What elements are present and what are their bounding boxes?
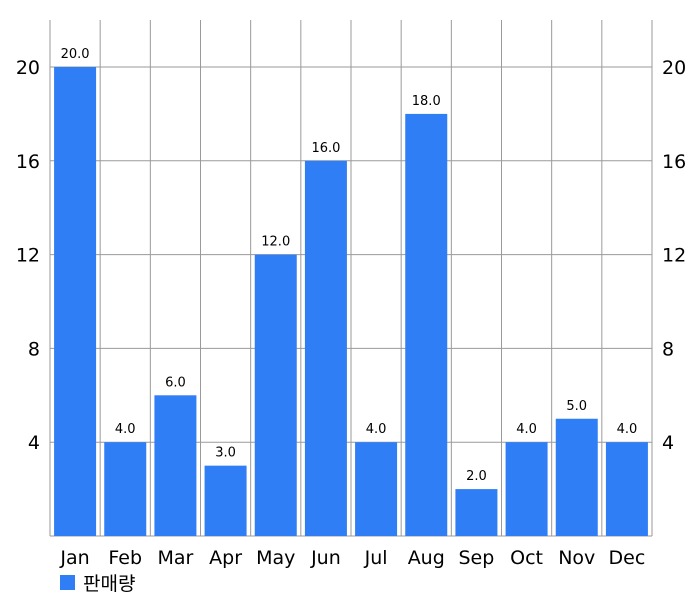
x-tick-label: Aug <box>408 547 445 569</box>
y-tick-label-left: 4 <box>28 432 40 454</box>
y-tick-label-left: 12 <box>16 245 40 267</box>
data-label: 4.0 <box>366 422 387 437</box>
right-y-axis-ticks: 4 8 12 16 20 <box>662 57 686 454</box>
bar-may <box>254 254 297 536</box>
x-tick-label: Jun <box>310 547 341 569</box>
bars <box>54 67 648 537</box>
data-label: 16.0 <box>311 141 340 156</box>
x-tick-label: May <box>256 547 295 569</box>
bar-sep <box>455 489 498 536</box>
bar-jul <box>355 442 398 536</box>
y-tick-label-left: 16 <box>16 151 40 173</box>
y-tick-label-right: 8 <box>662 338 674 360</box>
data-label: 20.0 <box>61 47 90 62</box>
x-tick-label: Jul <box>364 547 388 569</box>
bar-aug <box>405 113 448 537</box>
y-tick-label-left: 20 <box>16 57 40 79</box>
legend-label: 판매량 <box>83 573 136 595</box>
data-label: 4.0 <box>115 422 136 437</box>
y-tick-label-right: 4 <box>662 432 674 454</box>
data-label: 6.0 <box>165 375 186 390</box>
data-label: 2.0 <box>466 469 487 484</box>
x-tick-label: Mar <box>157 547 193 569</box>
y-tick-label-right: 16 <box>662 151 686 173</box>
bar-mar <box>154 395 197 536</box>
x-tick-label: Dec <box>609 547 646 569</box>
data-label: 3.0 <box>215 446 236 461</box>
bar-nov <box>555 418 598 536</box>
bar-apr <box>204 465 247 536</box>
y-tick-label-left: 8 <box>28 338 40 360</box>
x-tick-label: Nov <box>558 547 595 569</box>
x-tick-label: Sep <box>459 547 495 569</box>
x-tick-label: Oct <box>510 547 543 569</box>
y-tick-label-right: 20 <box>662 57 686 79</box>
bar-jun <box>304 160 347 537</box>
data-label: 18.0 <box>412 94 441 109</box>
x-tick-label: Jan <box>59 547 89 569</box>
data-label: 5.0 <box>566 399 587 414</box>
data-label: 4.0 <box>516 422 537 437</box>
x-axis-ticks: Jan Feb Mar Apr May Jun Jul Aug Sep Oct Nov Dec <box>59 547 645 569</box>
bar-oct <box>505 442 548 536</box>
bar-dec <box>605 442 648 536</box>
left-y-axis-ticks: 4 8 12 16 20 <box>16 57 40 454</box>
legend: 판매량 <box>60 569 135 596</box>
data-label: 4.0 <box>617 422 638 437</box>
grid-lines <box>49 20 653 537</box>
y-tick-label-right: 12 <box>662 245 686 267</box>
data-label: 12.0 <box>261 235 290 250</box>
data-labels: 20.0 4.0 6.0 3.0 12.0 16.0 4.0 18.0 2.0 4.0 5.0 4.0 <box>61 47 638 484</box>
bar-jan <box>54 67 97 536</box>
legend-swatch <box>60 575 75 590</box>
bar-feb <box>104 442 147 536</box>
x-tick-label: Feb <box>108 547 142 569</box>
x-tick-label: Apr <box>209 547 242 569</box>
